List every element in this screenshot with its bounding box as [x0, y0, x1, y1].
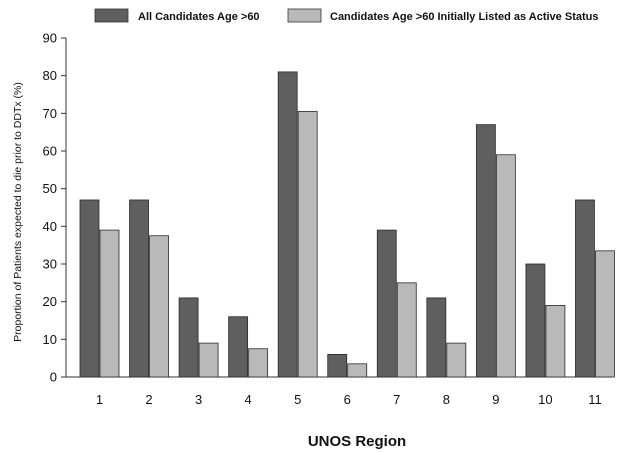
y-tick-label: 70: [43, 106, 57, 121]
bar-all-candidates-region-9: [475, 124, 496, 378]
x-tick-label: 10: [538, 392, 552, 407]
legend-swatch-all-candidates: [94, 8, 129, 23]
bar-all-candidates-region-7: [376, 229, 397, 378]
x-tick-label: 2: [145, 392, 152, 407]
bar-active-status-region-8: [446, 342, 467, 378]
y-tick-label: 20: [43, 294, 57, 309]
bar-all-candidates-region-4: [228, 316, 249, 378]
x-tick-label: 8: [443, 392, 450, 407]
y-tick-label: 90: [43, 31, 57, 46]
x-axis-title: UNOS Region: [308, 433, 406, 450]
x-tick-label: 1: [96, 392, 103, 407]
x-tick-label: 11: [588, 392, 602, 407]
bar-all-candidates-region-8: [426, 297, 447, 378]
bar-all-candidates-region-2: [129, 199, 149, 378]
bar-all-candidates-region-10: [525, 263, 546, 378]
y-tick-label: 40: [43, 219, 57, 234]
x-tick-label: 7: [393, 392, 400, 407]
bar-all-candidates-region-3: [178, 297, 199, 378]
plot-area: 0 10 20 30 40 50 60 70 80 90 1 2 3 4 5 6 7 8 9 10 11: [43, 31, 615, 407]
x-tick-label: 4: [245, 392, 252, 407]
y-tick-label: 30: [43, 257, 57, 272]
bar-active-status-region-2: [149, 235, 169, 378]
bar-active-status-region-1: [99, 229, 120, 378]
bar-all-candidates-region-1: [79, 199, 100, 378]
bar-active-status-region-9: [495, 154, 516, 378]
y-tick-label: 50: [43, 181, 57, 196]
bar-all-candidates-region-11: [575, 199, 595, 378]
y-tick-label: 80: [43, 68, 57, 83]
y-tick-label: 60: [43, 144, 57, 159]
x-tick-label: 5: [294, 392, 301, 407]
bar-active-status-region-6: [347, 363, 368, 378]
x-tick-label: 6: [344, 392, 351, 407]
bar-active-status-region-5: [297, 111, 318, 378]
legend-label-active-status: Candidates Age >60 Initially Listed as A…: [330, 11, 598, 23]
legend-label-all-candidates: All Candidates Age >60: [138, 11, 260, 23]
bar-all-candidates-region-5: [277, 71, 298, 378]
bar-active-status-region-10: [545, 305, 566, 378]
x-tick-label: 9: [492, 392, 499, 407]
x-tick-label: 3: [195, 392, 202, 407]
legend: All Candidates Age >60 Candidates Age >6…: [94, 8, 598, 23]
bar-all-candidates-region-6: [327, 353, 348, 378]
bar-active-status-region-3: [198, 342, 219, 378]
bar-active-status-region-4: [248, 348, 269, 378]
legend-swatch-active-status: [287, 8, 322, 23]
y-tick-label: 0: [50, 370, 57, 385]
y-axis-title: Proportion of Patients expected to die p…: [12, 82, 24, 342]
bar-active-status-region-11: [595, 250, 615, 378]
y-tick-label: 10: [43, 332, 57, 347]
bar-active-status-region-7: [396, 282, 417, 378]
